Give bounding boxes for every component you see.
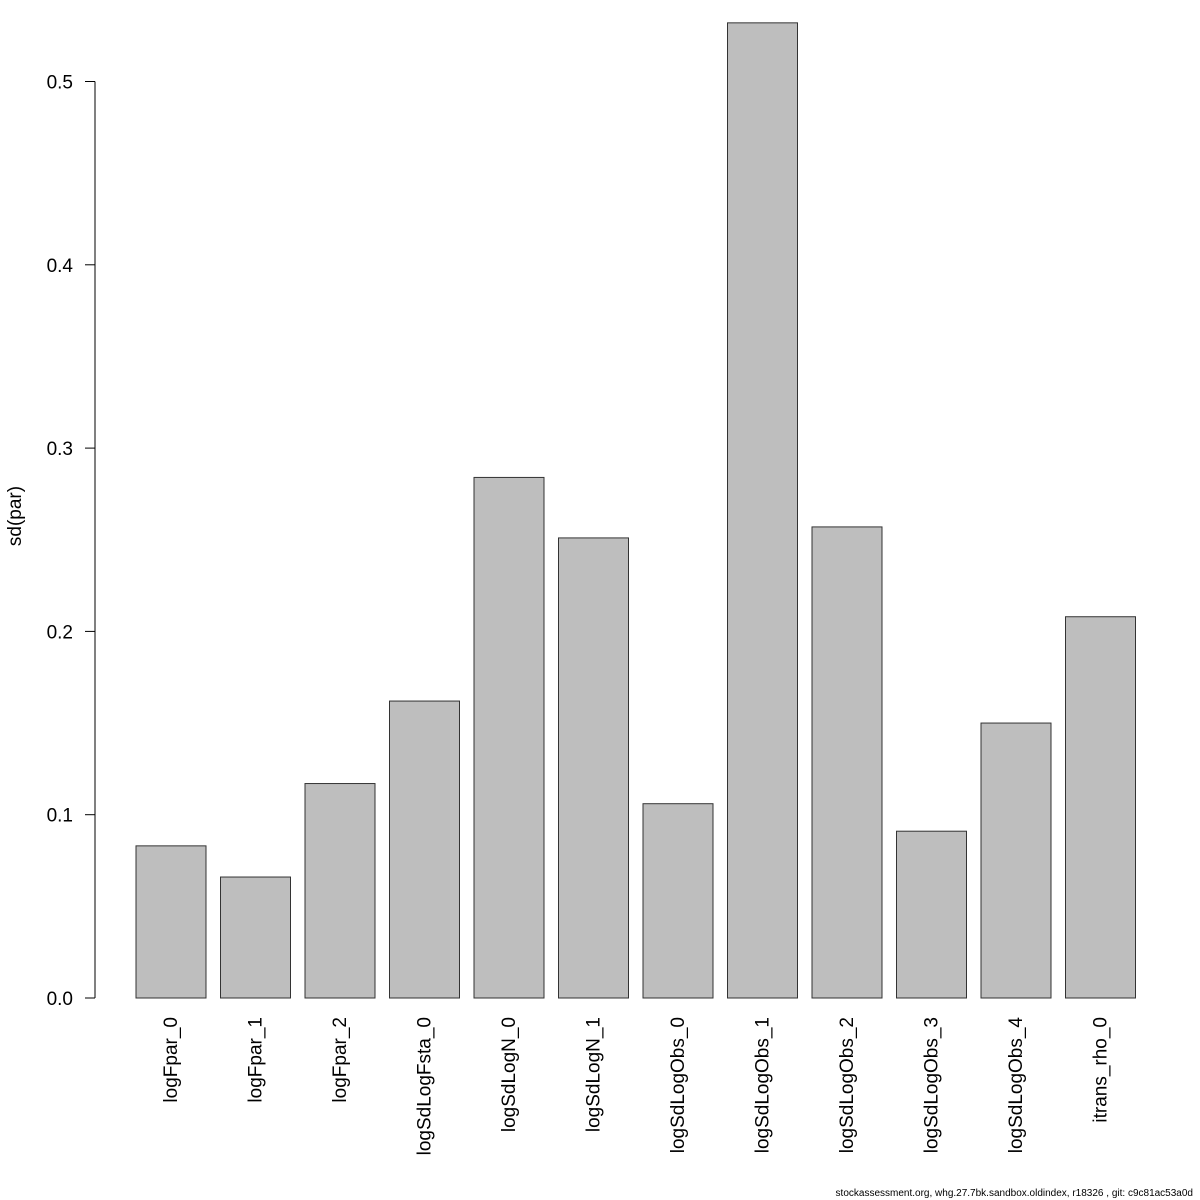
y-axis: 0.0 0.1 0.2 0.3 0.4 0.5 — [47, 73, 96, 1010]
x-tick-label: logSdLogObs_4 — [1006, 1017, 1027, 1154]
x-tick-label: logSdLogFsta_0 — [415, 1017, 436, 1155]
bar-logfpar-2 — [304, 783, 376, 999]
x-tick-label: logSdLogObs_2 — [837, 1017, 858, 1153]
bar-logfpar-0 — [135, 845, 207, 999]
y-tick-label: 0.5 — [47, 73, 73, 94]
bar-logsdlogfsta-0 — [389, 700, 460, 999]
x-tick-label: logFpar_1 — [246, 1017, 267, 1103]
bar-itrans-rho-0 — [1065, 616, 1136, 999]
bar-logsdlogobs-0 — [642, 803, 714, 999]
x-axis-labels: logFpar_0 logFpar_1 logFpar_2 logSdLogFsta_… — [161, 1017, 1112, 1156]
bar-logsdlogobs-3 — [896, 830, 967, 999]
bar-logsdlogobs-2 — [811, 526, 883, 999]
y-tick-label: 0.1 — [47, 806, 73, 827]
bar-logsdlogn-1 — [558, 537, 629, 999]
y-tick-label: 0.2 — [47, 622, 73, 643]
footer-text: stockassessment.org, whg.27.7bk.sandbox.… — [836, 1188, 1193, 1199]
bars — [135, 22, 1136, 999]
x-tick-label: logSdLogObs_3 — [922, 1017, 943, 1153]
bar-logsdlogobs-1 — [727, 22, 798, 999]
y-tick-label: 0.0 — [47, 989, 73, 1010]
x-tick-label: logFpar_2 — [330, 1017, 351, 1103]
y-tick-label: 0.3 — [47, 439, 73, 460]
x-tick-label: logSdLogObs_0 — [668, 1017, 689, 1153]
bar-logsdlogobs-4 — [980, 722, 1052, 999]
x-tick-label: itrans_rho_0 — [1091, 1017, 1112, 1123]
bar-logsdlogn-0 — [473, 476, 545, 999]
x-tick-label: logFpar_0 — [161, 1017, 182, 1103]
x-tick-label: logSdLogN_1 — [584, 1017, 605, 1132]
x-tick-label: logSdLogN_0 — [499, 1017, 520, 1132]
bar-logfpar-1 — [220, 876, 291, 999]
y-tick-label: 0.4 — [47, 256, 74, 277]
x-tick-label: logSdLogObs_1 — [753, 1017, 774, 1153]
y-axis-title: sd(par) — [5, 486, 26, 546]
